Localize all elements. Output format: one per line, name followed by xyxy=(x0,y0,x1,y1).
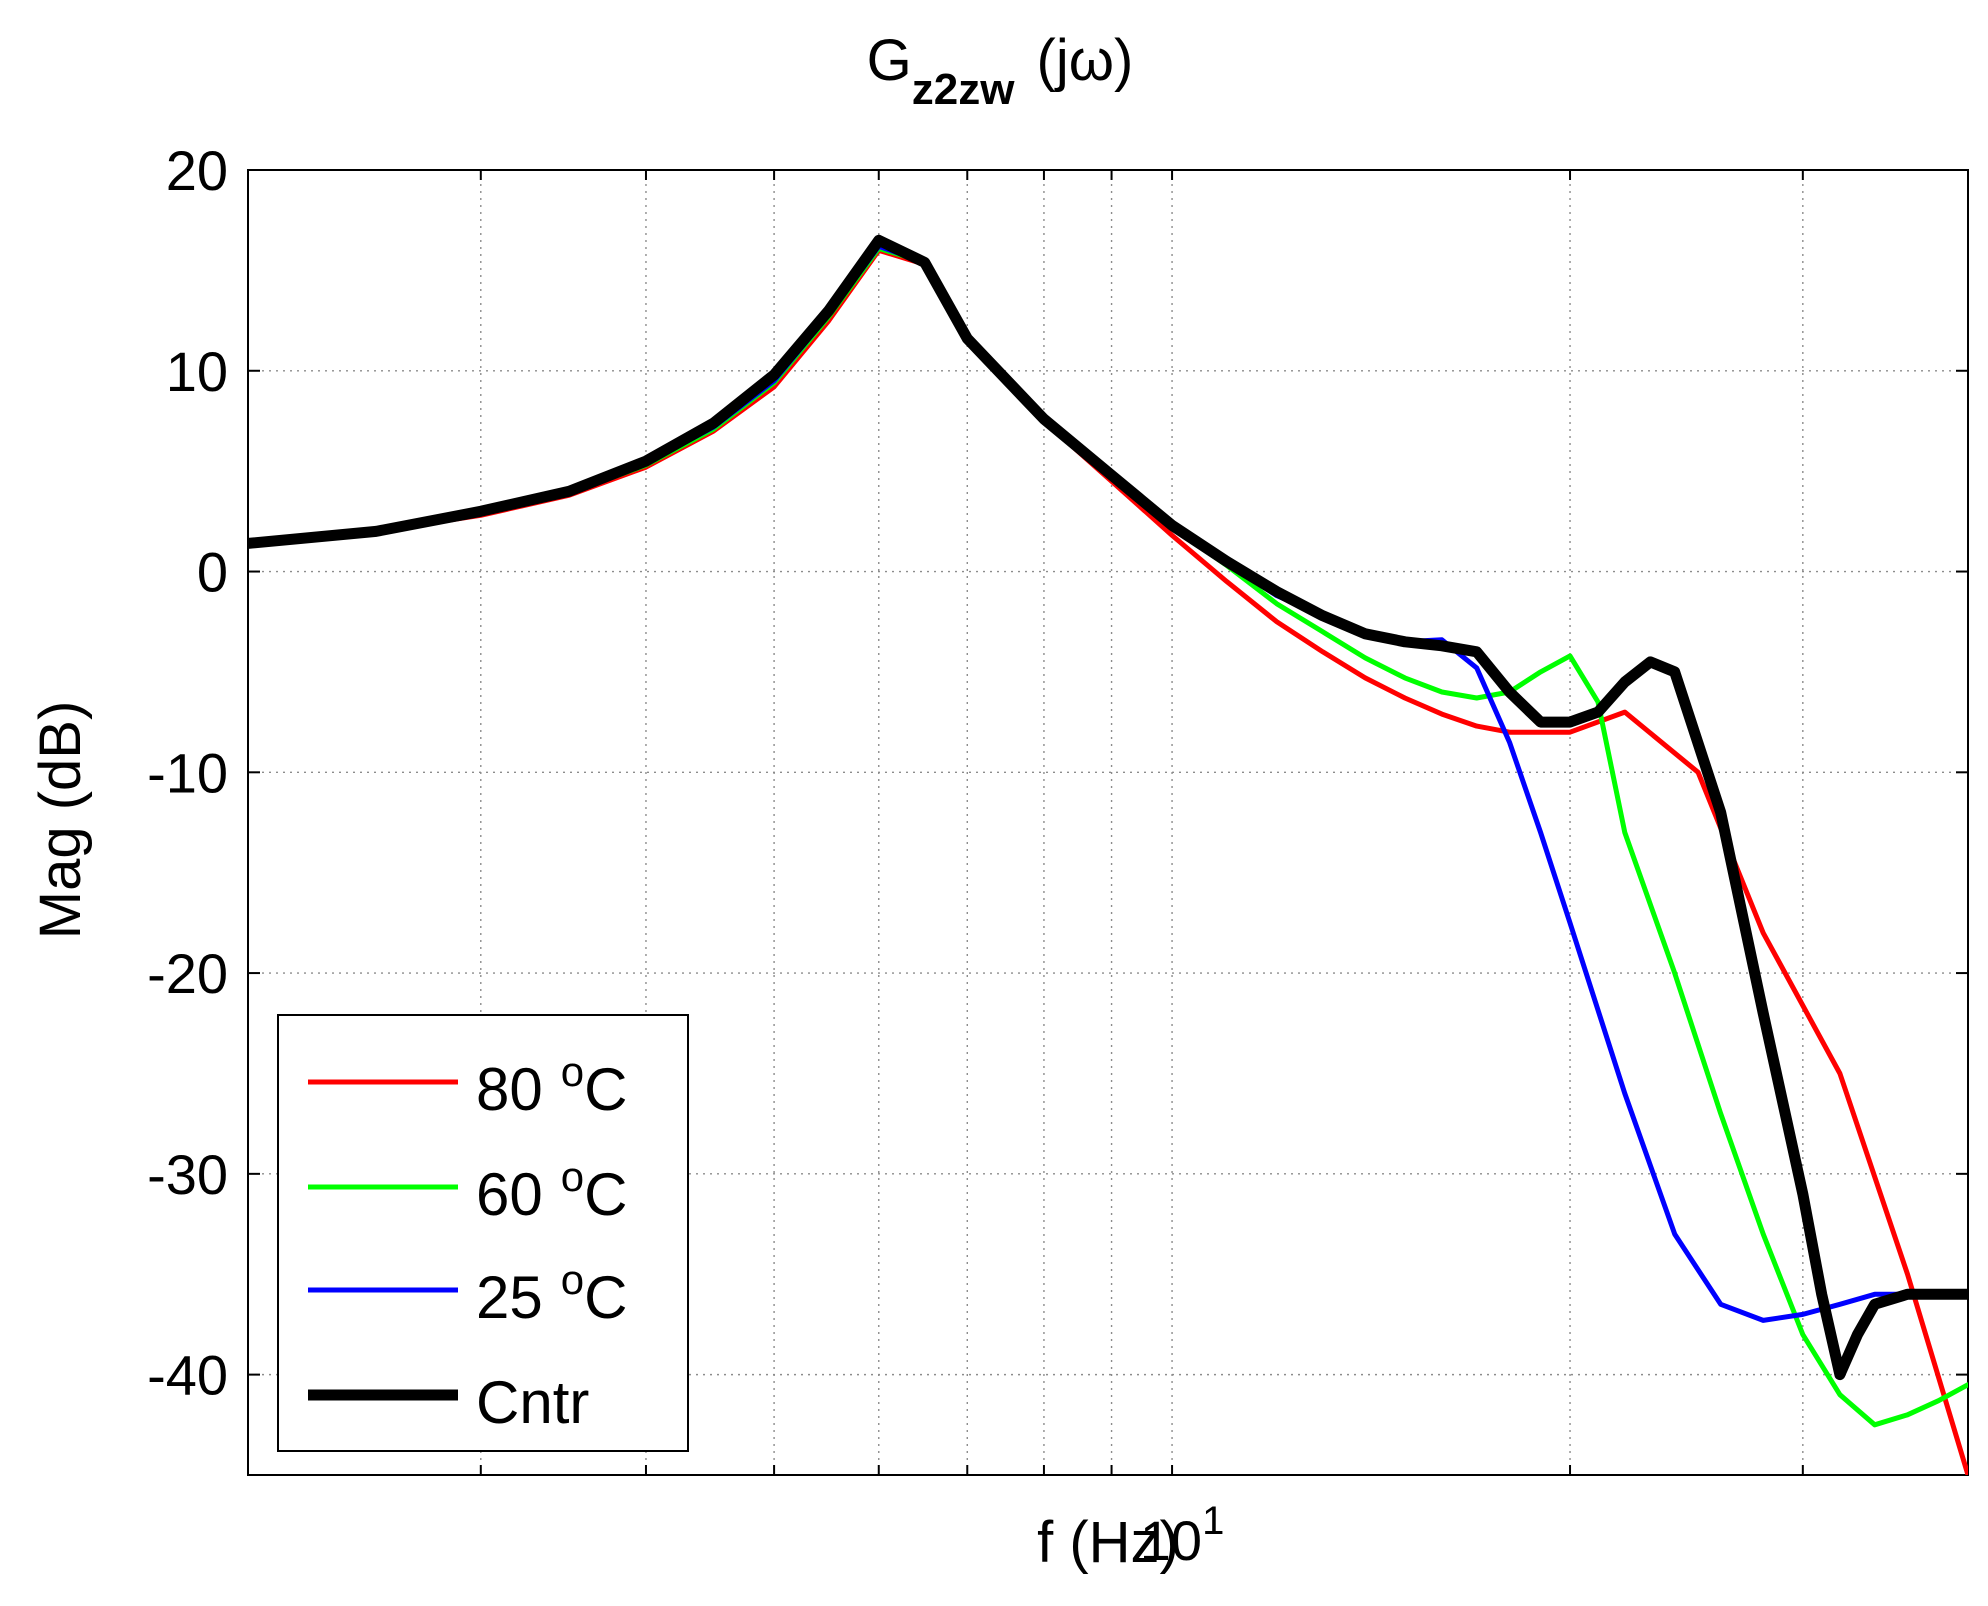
legend-item: 60 oC xyxy=(308,1153,627,1228)
chart-title-suffix: (jω) xyxy=(1037,28,1134,93)
y-tick-label: -20 xyxy=(147,942,228,1005)
series-group xyxy=(248,234,1968,1475)
x-tick-label-10: 101 xyxy=(1140,1499,1225,1572)
legend-item: 25 oC xyxy=(308,1256,627,1331)
x-tick-exponent: 1 xyxy=(1202,1499,1224,1543)
legend-label: Cntr xyxy=(476,1369,589,1436)
y-axis-tick-labels: 20 10 0 -10 -20 -30 -40 xyxy=(147,139,228,1407)
x-tick-base: 10 xyxy=(1140,1509,1202,1572)
y-tick-label: 20 xyxy=(166,139,228,202)
y-axis-label: Mag (dB) xyxy=(28,701,93,940)
y-tick-label: -40 xyxy=(147,1344,228,1407)
y-tick-label: -30 xyxy=(147,1143,228,1206)
plot-area xyxy=(247,169,1969,1476)
legend-item: Cntr xyxy=(308,1369,589,1436)
chart-title-main: G xyxy=(867,28,912,93)
legend-label: 60 oC xyxy=(476,1153,627,1228)
legend-label: 80 oC xyxy=(476,1048,627,1123)
y-tick-label: -10 xyxy=(147,741,228,804)
grid-lines xyxy=(248,169,1968,1475)
legend: 80 oC 60 oC 25 oC Cntr xyxy=(277,1014,689,1452)
chart-title-subscript: z2zw xyxy=(912,65,1015,114)
y-tick-label: 0 xyxy=(197,541,228,604)
legend-label: 25 oC xyxy=(476,1256,627,1331)
x-axis-label: f (Hz) xyxy=(1037,1510,1179,1575)
chart-title: Gz2zw (jω) xyxy=(867,28,1134,114)
y-tick-label: 10 xyxy=(166,340,228,403)
legend-item: 80 oC xyxy=(308,1048,627,1123)
series-line-3 xyxy=(248,234,1968,1381)
legend-box xyxy=(277,1014,689,1452)
